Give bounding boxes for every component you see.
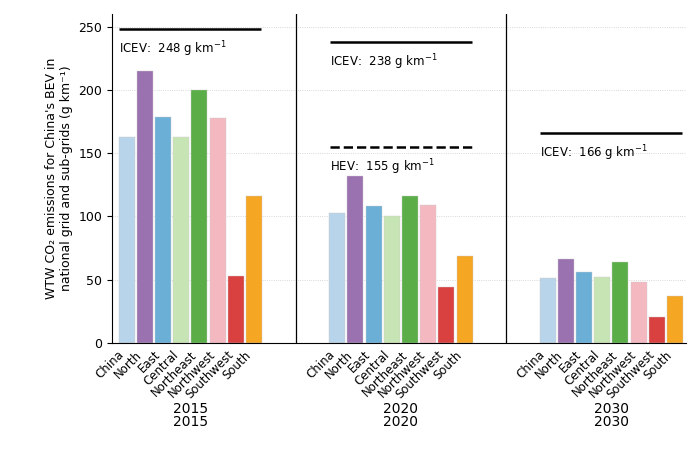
Bar: [420, 205, 436, 343]
Bar: [558, 259, 574, 343]
Bar: [402, 196, 418, 343]
Text: Northwest: Northwest: [376, 348, 428, 400]
Text: South: South: [220, 348, 254, 382]
Text: Northeast: Northeast: [359, 348, 410, 399]
Bar: [173, 137, 189, 343]
Text: Central: Central: [562, 348, 602, 388]
Y-axis label: WTW CO₂ emissions for China's BEV in
national grid and sub-grids (g km⁻¹): WTW CO₂ emissions for China's BEV in nat…: [45, 58, 73, 299]
Bar: [136, 71, 153, 343]
Text: Northwest: Northwest: [587, 348, 638, 400]
Text: South: South: [431, 348, 465, 382]
Bar: [667, 296, 683, 343]
Bar: [384, 217, 400, 343]
Text: Northwest: Northwest: [165, 348, 218, 400]
Text: East: East: [346, 348, 374, 376]
Bar: [228, 276, 244, 343]
Text: China: China: [304, 348, 337, 381]
Text: North: North: [112, 348, 145, 381]
Text: 2020: 2020: [384, 402, 419, 416]
Text: China: China: [93, 348, 127, 381]
Bar: [456, 256, 473, 343]
Bar: [118, 137, 134, 343]
Text: East: East: [557, 348, 584, 376]
Bar: [631, 282, 647, 343]
Text: Southwest: Southwest: [183, 348, 236, 401]
Bar: [347, 176, 363, 343]
Text: South: South: [642, 348, 675, 382]
Text: China: China: [514, 348, 547, 381]
Bar: [594, 277, 610, 343]
Bar: [649, 317, 665, 343]
Bar: [576, 272, 592, 343]
Bar: [329, 213, 345, 343]
Text: Northeast: Northeast: [570, 348, 620, 399]
Text: HEV:  155 g km$^{-1}$: HEV: 155 g km$^{-1}$: [330, 157, 435, 177]
Bar: [209, 118, 225, 343]
Text: 2020: 2020: [384, 415, 419, 429]
Text: 2015: 2015: [173, 402, 208, 416]
Text: Central: Central: [141, 348, 181, 388]
Bar: [246, 196, 262, 343]
Bar: [612, 262, 629, 343]
Text: 2015: 2015: [173, 415, 208, 429]
Text: Northeast: Northeast: [149, 348, 199, 399]
Bar: [191, 90, 207, 343]
Bar: [438, 287, 454, 343]
Text: ICEV:  248 g km$^{-1}$: ICEV: 248 g km$^{-1}$: [119, 40, 227, 59]
Text: East: East: [136, 348, 163, 376]
Text: 2030: 2030: [594, 415, 629, 429]
Bar: [155, 117, 171, 343]
Bar: [365, 206, 382, 343]
Text: Southwest: Southwest: [604, 348, 657, 401]
Text: Southwest: Southwest: [393, 348, 447, 401]
Text: ICEV:  166 g km$^{-1}$: ICEV: 166 g km$^{-1}$: [540, 143, 648, 163]
Text: North: North: [323, 348, 356, 381]
Text: Central: Central: [352, 348, 392, 388]
Text: 2030: 2030: [594, 402, 629, 416]
Bar: [540, 278, 556, 343]
Text: North: North: [533, 348, 566, 381]
Text: ICEV:  238 g km$^{-1}$: ICEV: 238 g km$^{-1}$: [330, 52, 438, 72]
